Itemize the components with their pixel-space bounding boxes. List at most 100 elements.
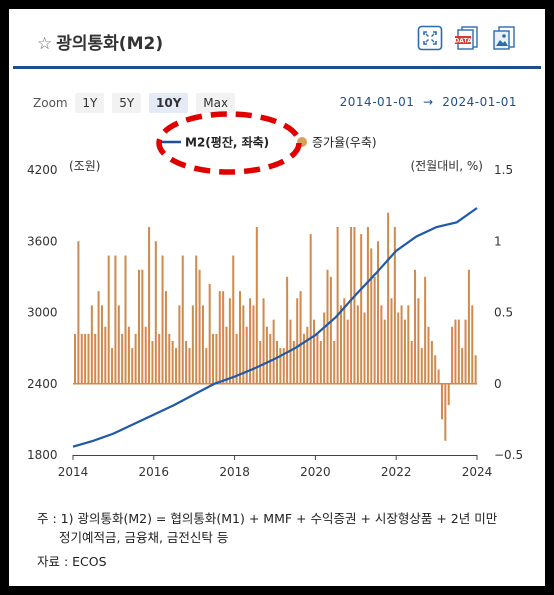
growth-bar	[272, 319, 275, 384]
chart-header: ☆ 광의통화(M2) DATA	[9, 9, 545, 69]
growth-bar	[195, 255, 198, 384]
growth-bar	[185, 341, 188, 384]
growth-bar	[252, 305, 255, 384]
right-tick-label: 0.5	[494, 306, 513, 320]
growth-bar	[390, 298, 393, 384]
growth-bar	[181, 255, 184, 384]
growth-bar	[360, 234, 363, 384]
chart-svg: M2(평잔, 좌축) 증가율(우축) 2014 2016 2018 2020 2022 2…	[27, 111, 523, 479]
legend-m2[interactable]: M2(평잔, 좌축)	[185, 135, 269, 150]
growth-bar	[397, 312, 400, 384]
right-tick-label: 1.5	[494, 163, 513, 177]
growth-bar	[134, 333, 137, 384]
growth-bar	[393, 227, 396, 384]
growth-bar	[158, 333, 161, 384]
left-tick-label: 3000	[27, 306, 58, 320]
growth-bar	[329, 276, 332, 384]
star-icon[interactable]: ☆	[37, 34, 53, 54]
growth-bar	[461, 348, 464, 384]
growth-bar	[117, 305, 120, 384]
growth-bar	[77, 241, 80, 384]
growth-bar	[316, 333, 319, 384]
x-tick-label: 2024	[462, 465, 493, 479]
right-axis-unit: (전월대비, %)	[410, 159, 483, 173]
left-tick-label: 2400	[27, 377, 58, 391]
growth-bar	[201, 305, 204, 384]
growth-bar	[306, 326, 309, 384]
growth-bar	[373, 276, 376, 384]
growth-bar	[262, 298, 265, 384]
range-start[interactable]: 2014-01-01	[339, 95, 415, 109]
growth-bar	[323, 312, 326, 384]
growth-bar	[90, 305, 93, 384]
growth-bar	[383, 319, 386, 384]
growth-bar	[141, 269, 144, 384]
growth-bar	[265, 326, 268, 384]
growth-bar	[376, 241, 380, 384]
range-end[interactable]: 2024-01-01	[442, 95, 517, 109]
growth-bar	[417, 298, 420, 384]
growth-bar	[430, 341, 433, 384]
growth-bar	[380, 305, 383, 384]
growth-bar	[424, 276, 427, 384]
growth-bar	[427, 326, 430, 384]
growth-bar	[339, 305, 342, 384]
growth-bar	[148, 227, 151, 384]
growth-bar	[299, 291, 302, 384]
growth-bar	[407, 305, 410, 384]
growth-bar	[467, 269, 470, 384]
growth-bar	[437, 369, 440, 384]
image-download-icon[interactable]	[491, 25, 517, 51]
zoom-label: Zoom	[33, 96, 68, 110]
zoom-5y-button[interactable]: 5Y	[112, 93, 142, 113]
growth-bar	[127, 326, 130, 384]
growth-bar	[107, 255, 110, 384]
growth-bar	[282, 348, 285, 384]
right-tick-label: −0.5	[494, 448, 523, 462]
x-tick-label: 2018	[219, 465, 250, 479]
growth-bar	[363, 312, 366, 384]
growth-bar	[175, 348, 178, 384]
fullscreen-icon[interactable]	[417, 25, 443, 51]
growth-bar	[292, 341, 295, 384]
growth-bar	[350, 227, 353, 384]
growth-bar	[451, 326, 454, 384]
zoom-10y-button[interactable]: 10Y	[149, 93, 189, 113]
growth-bar	[178, 305, 181, 384]
growth-bar	[215, 333, 218, 384]
growth-bar	[403, 319, 406, 384]
growth-bar	[255, 227, 258, 384]
data-download-icon[interactable]: DATA	[454, 25, 480, 51]
note-line-2: 정기예적금, 금융채, 금전신탁 등	[59, 530, 229, 545]
page-title: ☆ 광의통화(M2)	[37, 29, 163, 54]
growth-bar	[137, 269, 140, 384]
date-range[interactable]: 2014-01-01 → 2024-01-01	[340, 95, 517, 109]
growth-bar	[100, 305, 103, 384]
growth-bar	[346, 319, 349, 384]
growth-bar	[326, 269, 329, 384]
note-line-1: 주 : 1) 광의통화(M2) = 협의통화(M1) + MMF + 수익증권 …	[37, 511, 498, 526]
right-tick-label: 1	[494, 234, 502, 248]
legend-growth[interactable]: 증가율(우축)	[312, 136, 377, 150]
growth-bar	[296, 298, 299, 384]
growth-bar	[80, 333, 83, 384]
growth-bar	[471, 305, 474, 384]
growth-bar	[242, 305, 245, 384]
growth-bar	[447, 383, 450, 406]
page-title-text: 광의통화(M2)	[56, 34, 164, 54]
growth-bar	[440, 383, 443, 420]
growth-bar	[454, 319, 457, 384]
zoom-1y-button[interactable]: 1Y	[75, 93, 105, 113]
chart-legend: M2(평잔, 좌축) 증가율(우축)	[159, 135, 377, 150]
highlight-ellipse-annotation	[156, 111, 302, 175]
x-tick-label: 2020	[300, 465, 331, 479]
left-axis-unit: (조원)	[69, 159, 100, 173]
zoom-max-button[interactable]: Max	[196, 93, 236, 113]
growth-bar	[336, 227, 339, 384]
growth-bar	[366, 227, 369, 384]
growth-bar	[319, 341, 322, 384]
growth-bar	[232, 255, 235, 384]
left-tick-label: 3600	[27, 234, 58, 248]
growth-bar	[279, 348, 282, 384]
range-arrow: →	[423, 95, 434, 109]
